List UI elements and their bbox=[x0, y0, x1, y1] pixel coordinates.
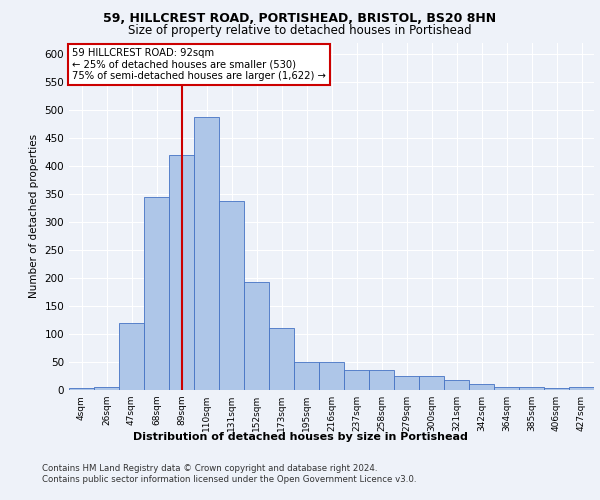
Bar bbox=[544, 388, 569, 390]
Bar bbox=[194, 117, 219, 390]
Bar bbox=[394, 376, 419, 390]
Bar bbox=[119, 322, 144, 390]
Bar bbox=[269, 328, 294, 390]
Bar bbox=[244, 282, 269, 390]
Y-axis label: Number of detached properties: Number of detached properties bbox=[29, 134, 39, 298]
Bar bbox=[144, 196, 169, 390]
Bar bbox=[519, 387, 544, 390]
Text: 59, HILLCREST ROAD, PORTISHEAD, BRISTOL, BS20 8HN: 59, HILLCREST ROAD, PORTISHEAD, BRISTOL,… bbox=[103, 12, 497, 26]
Bar bbox=[69, 388, 94, 390]
Bar bbox=[369, 370, 394, 390]
Bar bbox=[319, 362, 344, 390]
Text: 59 HILLCREST ROAD: 92sqm
← 25% of detached houses are smaller (530)
75% of semi-: 59 HILLCREST ROAD: 92sqm ← 25% of detach… bbox=[71, 48, 325, 81]
Bar bbox=[94, 386, 119, 390]
Text: Size of property relative to detached houses in Portishead: Size of property relative to detached ho… bbox=[128, 24, 472, 37]
Bar bbox=[294, 362, 319, 390]
Bar bbox=[494, 387, 519, 390]
Text: Contains HM Land Registry data © Crown copyright and database right 2024.: Contains HM Land Registry data © Crown c… bbox=[42, 464, 377, 473]
Bar bbox=[444, 380, 469, 390]
Text: Contains public sector information licensed under the Open Government Licence v3: Contains public sector information licen… bbox=[42, 475, 416, 484]
Bar bbox=[219, 201, 244, 390]
Text: Distribution of detached houses by size in Portishead: Distribution of detached houses by size … bbox=[133, 432, 467, 442]
Bar bbox=[469, 384, 494, 390]
Bar bbox=[169, 154, 194, 390]
Bar bbox=[344, 370, 369, 390]
Bar bbox=[419, 376, 444, 390]
Bar bbox=[569, 387, 594, 390]
